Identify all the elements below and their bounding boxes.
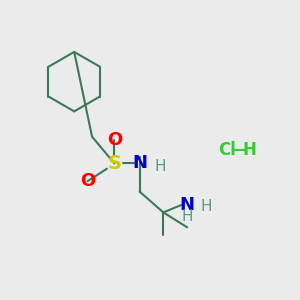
Text: Cl: Cl (218, 141, 236, 159)
Text: N: N (180, 196, 195, 214)
Text: H: H (243, 141, 256, 159)
Text: H: H (200, 199, 212, 214)
Text: H: H (154, 159, 166, 174)
Text: O: O (80, 172, 95, 190)
Text: H: H (182, 209, 193, 224)
Text: N: N (132, 154, 147, 172)
Text: O: O (107, 130, 122, 148)
Text: S: S (107, 154, 121, 173)
